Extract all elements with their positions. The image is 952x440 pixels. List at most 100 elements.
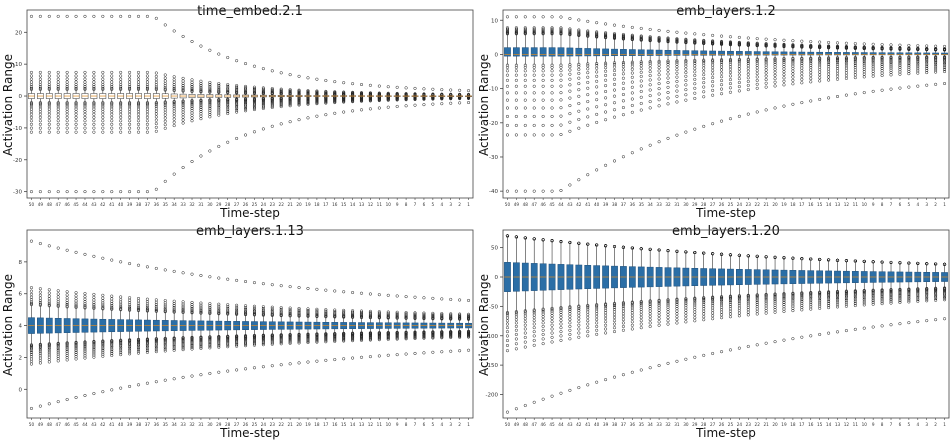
outlier-point	[56, 85, 60, 89]
outlier-point	[675, 304, 679, 308]
outlier-point	[306, 116, 310, 120]
outlier-point	[595, 332, 599, 336]
outlier-point	[119, 119, 123, 123]
outlier-point	[226, 308, 230, 312]
outlier-point	[119, 70, 123, 74]
outlier-point	[630, 71, 634, 75]
outlier-point	[702, 73, 706, 77]
outlier-point	[74, 112, 78, 116]
outlier-point	[523, 69, 527, 73]
outlier-point	[226, 305, 230, 309]
outlier-point	[56, 105, 60, 109]
outlier-point	[431, 311, 435, 315]
outlier-point	[297, 89, 301, 93]
outlier-point	[440, 315, 444, 319]
x-tick-label: 13	[359, 422, 365, 427]
outlier-point	[853, 63, 857, 68]
outlier-point	[604, 89, 608, 94]
x-tick-label: 8	[405, 202, 408, 207]
outlier-point	[190, 119, 194, 123]
outlier-point	[65, 344, 69, 349]
outlier-point	[559, 69, 563, 73]
outlier-point	[47, 301, 51, 305]
outlier-point	[163, 343, 167, 347]
outlier-point	[693, 319, 697, 323]
outlier-point	[666, 90, 670, 95]
outlier-point	[604, 66, 608, 70]
outlier-point	[621, 34, 625, 38]
x-tick-label: 36	[630, 422, 636, 427]
outlier-point	[163, 23, 167, 27]
x-tick-label: 9	[396, 202, 399, 207]
x-tick-label: 45	[73, 202, 79, 207]
outlier-point	[630, 64, 634, 68]
outlier-point	[844, 60, 848, 64]
outlier-point	[333, 337, 337, 341]
outlier-point	[604, 78, 608, 82]
outlier-point	[684, 130, 688, 134]
outlier-point	[119, 306, 123, 310]
outlier-point	[56, 347, 60, 351]
outlier-point	[693, 303, 697, 307]
outlier-point	[163, 73, 167, 77]
outlier-point	[261, 308, 265, 312]
outlier-point	[702, 81, 706, 85]
outlier-point	[217, 105, 221, 109]
outlier-point	[853, 42, 857, 46]
outlier-point	[56, 70, 60, 74]
outlier-point	[431, 350, 435, 354]
outlier-point	[324, 339, 328, 343]
outlier-point	[243, 107, 248, 111]
outlier-point	[199, 79, 203, 83]
outlier-point	[693, 316, 697, 320]
outlier-point	[181, 104, 185, 108]
outlier-point	[514, 98, 518, 102]
outlier-point	[110, 115, 114, 119]
outlier-point	[279, 284, 283, 288]
outlier-point	[128, 110, 132, 114]
outlier-point	[612, 101, 617, 105]
outlier-point	[56, 80, 60, 84]
x-tick-label: 6	[899, 202, 902, 207]
outlier-point	[907, 59, 911, 63]
outlier-point	[92, 341, 96, 345]
outlier-point	[746, 297, 750, 302]
outlier-point	[853, 62, 857, 66]
outlier-point	[621, 68, 625, 72]
x-tick-label: 4	[916, 202, 919, 207]
outlier-point	[38, 85, 42, 89]
outlier-point	[844, 93, 848, 97]
outlier-point	[226, 87, 230, 91]
outlier-point	[639, 89, 643, 93]
outlier-point	[702, 69, 706, 73]
outlier-point	[65, 296, 69, 300]
outlier-point	[145, 80, 149, 84]
outlier-point	[65, 353, 69, 357]
outlier-point	[889, 87, 893, 91]
outlier-point	[74, 350, 78, 355]
outlier-point	[74, 303, 78, 307]
outlier-point	[306, 101, 310, 105]
box	[834, 52, 841, 56]
outlier-point	[395, 85, 399, 89]
outlier-point	[252, 90, 257, 94]
outlier-point	[208, 82, 212, 87]
outlier-point	[288, 336, 292, 340]
outlier-point	[871, 61, 875, 65]
outlier-point	[648, 100, 652, 104]
outlier-point	[47, 291, 51, 295]
outlier-point	[684, 67, 688, 71]
outlier-point	[252, 100, 257, 104]
outlier-point	[279, 102, 283, 106]
x-tick-label: 49	[38, 422, 44, 427]
outlier-point	[880, 58, 884, 62]
outlier-point	[342, 90, 346, 94]
outlier-point	[871, 65, 875, 69]
outlier-point	[306, 335, 310, 339]
outlier-point	[217, 144, 221, 148]
outlier-point	[835, 94, 840, 99]
outlier-point	[413, 97, 417, 102]
outlier-point	[550, 327, 554, 331]
outlier-point	[208, 105, 212, 109]
outlier-point	[110, 388, 114, 392]
